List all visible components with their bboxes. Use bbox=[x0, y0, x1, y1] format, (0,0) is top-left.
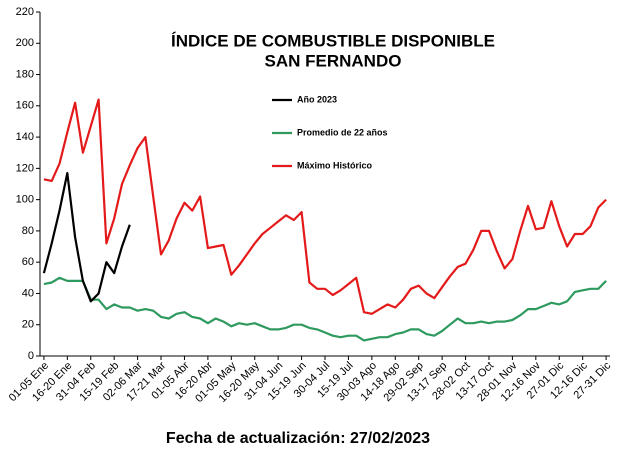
y-tick-label: 100 bbox=[16, 194, 34, 206]
y-tick-label: 180 bbox=[16, 68, 34, 80]
y-tick-label: 20 bbox=[22, 319, 34, 331]
y-tick-label: 220 bbox=[16, 6, 34, 18]
legend-label: Máximo Histórico bbox=[297, 160, 373, 170]
y-tick-label: 120 bbox=[16, 162, 34, 174]
y-tick-label: 140 bbox=[16, 131, 34, 143]
update-note: Fecha de actualización: 27/02/2023 bbox=[166, 430, 430, 447]
legend-label: Año 2023 bbox=[297, 94, 337, 104]
legend-label: Promedio de 22 años bbox=[297, 127, 388, 137]
y-tick-label: 80 bbox=[22, 225, 34, 237]
series-line bbox=[43, 98, 607, 315]
y-tick-label: 40 bbox=[22, 287, 34, 299]
y-tick-label: 60 bbox=[22, 256, 34, 268]
series-line bbox=[43, 276, 607, 342]
y-tick-label: 200 bbox=[16, 37, 34, 49]
y-tick-label: 0 bbox=[28, 350, 34, 362]
series-line bbox=[42, 172, 131, 303]
chart-subtitle: SAN FERNANDO bbox=[265, 51, 402, 70]
chart-title: ÍNDICE DE COMBUSTIBLE DISPONIBLE bbox=[171, 31, 495, 50]
y-tick-label: 160 bbox=[16, 100, 34, 112]
